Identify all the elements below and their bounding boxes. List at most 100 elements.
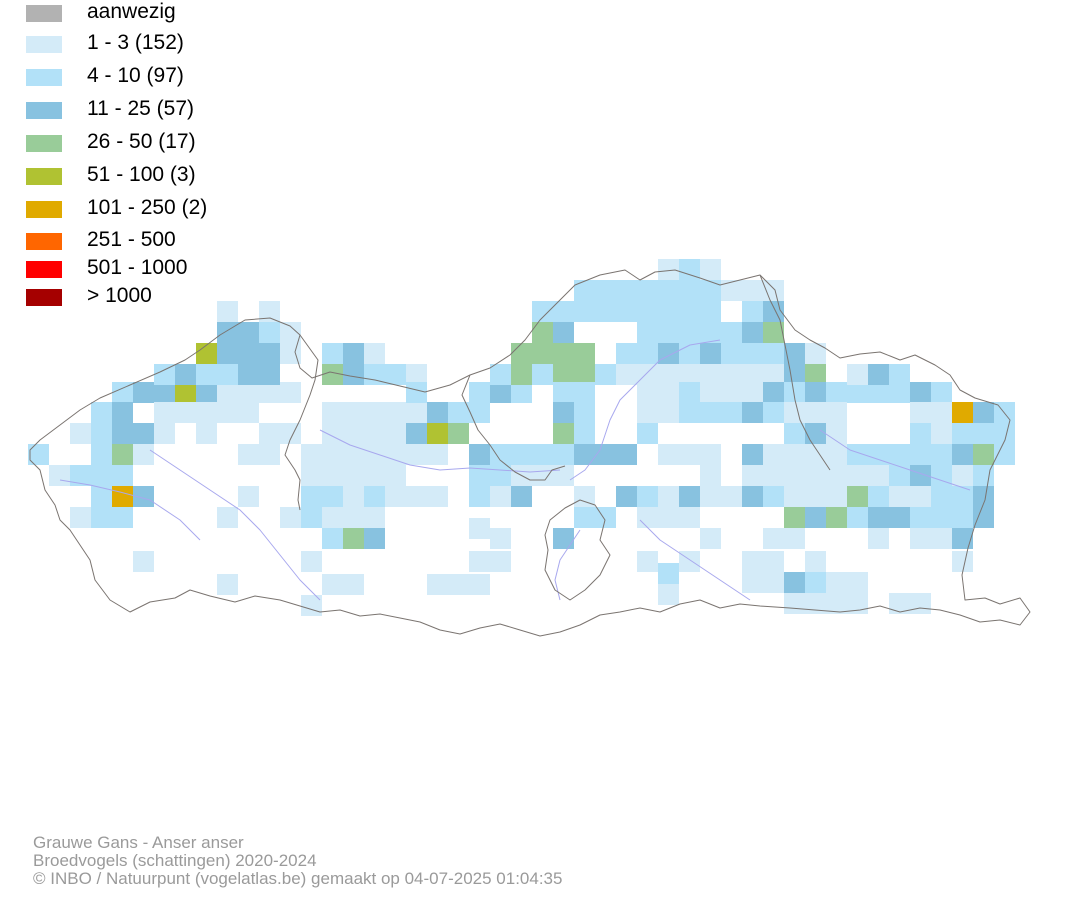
grid-cell [742,343,763,364]
legend-label: 26 - 50 (17) [87,130,196,153]
borders [29,269,1031,637]
grid-cell [931,507,952,528]
grid-cell [637,402,658,423]
grid-cell [238,402,259,423]
river [149,449,321,601]
grid-cell [784,572,805,593]
legend-swatch [26,135,62,152]
grid-cell [490,528,511,549]
legend-item: aanwezig [24,0,284,24]
grid-cell [868,382,889,403]
grid-cell [196,343,217,364]
grid-cell [364,444,385,465]
grid-cell [742,551,763,572]
grid-cell [175,382,196,403]
grid-cell [469,402,490,423]
legend-swatch [26,289,62,306]
grid-cell [280,382,301,403]
grid-cell [385,486,406,507]
grid-cell [574,486,595,507]
grid-cell [742,486,763,507]
grid-cell [553,444,574,465]
grid-cell [973,486,994,507]
grid-cell [511,486,532,507]
grid-cell [238,364,259,385]
grid-cell [532,364,553,385]
grid-cell [805,551,826,572]
grid-cell [679,322,700,343]
grid-cell [553,382,574,403]
grid-cell [217,507,238,528]
grid-cell [91,423,112,444]
grid-cell [511,364,532,385]
grid-cell [679,486,700,507]
grid-cell [679,343,700,364]
grid-cell [112,486,133,507]
grid-cell [406,402,427,423]
grid-cell [868,486,889,507]
grid-cell [952,423,973,444]
grid-cell [385,364,406,385]
grid-cell [805,465,826,486]
grid-cell [763,528,784,549]
grid-cell [301,486,322,507]
grid-cell [805,507,826,528]
grid-cell [490,486,511,507]
grid-cell [616,364,637,385]
grid-cell [364,465,385,486]
grid-cell [742,465,763,486]
grid-cell [637,486,658,507]
grid-cell [238,322,259,343]
grid-cell [133,551,154,572]
grid-cell [280,507,301,528]
brussels-border [544,499,611,601]
grid-cell [553,343,574,364]
grid-cell [847,382,868,403]
grid-cell [784,444,805,465]
legend-label: 4 - 10 (97) [87,64,184,87]
grid-cell [763,402,784,423]
grid-cell [931,444,952,465]
grid-cell [406,444,427,465]
grid-cell [658,382,679,403]
grid-cell [616,444,637,465]
grid-cell [952,528,973,549]
grid-cell [322,364,343,385]
grid-cell [70,465,91,486]
grid-cell [847,593,868,614]
grid-cell [175,364,196,385]
grid-cell [574,364,595,385]
grid-cell [952,551,973,572]
grid-cell [700,343,721,364]
grid-cell [658,301,679,322]
grid-cell [805,593,826,614]
grid-cell [805,364,826,385]
legend-swatch [26,36,62,53]
grid-cell [280,423,301,444]
grid-cell [490,551,511,572]
grid-cell [658,563,679,584]
legend-label: 51 - 100 (3) [87,163,196,186]
province-border [461,374,566,481]
grid-cell [742,322,763,343]
grid-cell [910,444,931,465]
grid-cell [931,465,952,486]
grid-cell [91,465,112,486]
grid-cell [28,444,49,465]
grid-cell [868,364,889,385]
grid-cell [868,465,889,486]
grid-cell [721,343,742,364]
grid-cell [595,364,616,385]
grid-cell [406,364,427,385]
grid-cell [910,486,931,507]
legend-item: 26 - 50 (17) [24,130,284,154]
grid-cell [70,423,91,444]
grid-cell [259,382,280,403]
grid-cell [154,402,175,423]
grid-cell [763,572,784,593]
grid-cell [910,402,931,423]
grid-cell [343,423,364,444]
grid-cell [427,574,448,595]
grid-cell [70,507,91,528]
grid-cell [574,382,595,403]
